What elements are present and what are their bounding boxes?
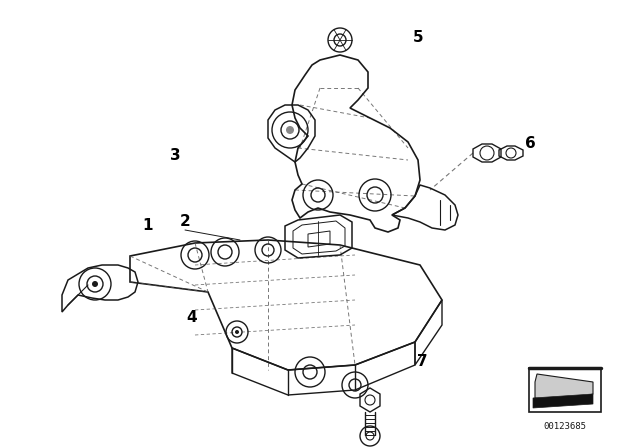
Circle shape [286,126,294,134]
Text: 6: 6 [525,135,536,151]
Text: 2: 2 [180,215,190,229]
Text: 4: 4 [187,310,197,326]
Text: 1: 1 [143,219,153,233]
Text: 00123685: 00123685 [543,422,586,431]
Text: 3: 3 [170,147,180,163]
Circle shape [235,330,239,334]
Polygon shape [535,374,593,404]
Bar [529,368,601,412]
Circle shape [92,281,98,287]
Text: 5: 5 [413,30,423,46]
Polygon shape [533,394,593,408]
Text: 7: 7 [417,354,428,370]
